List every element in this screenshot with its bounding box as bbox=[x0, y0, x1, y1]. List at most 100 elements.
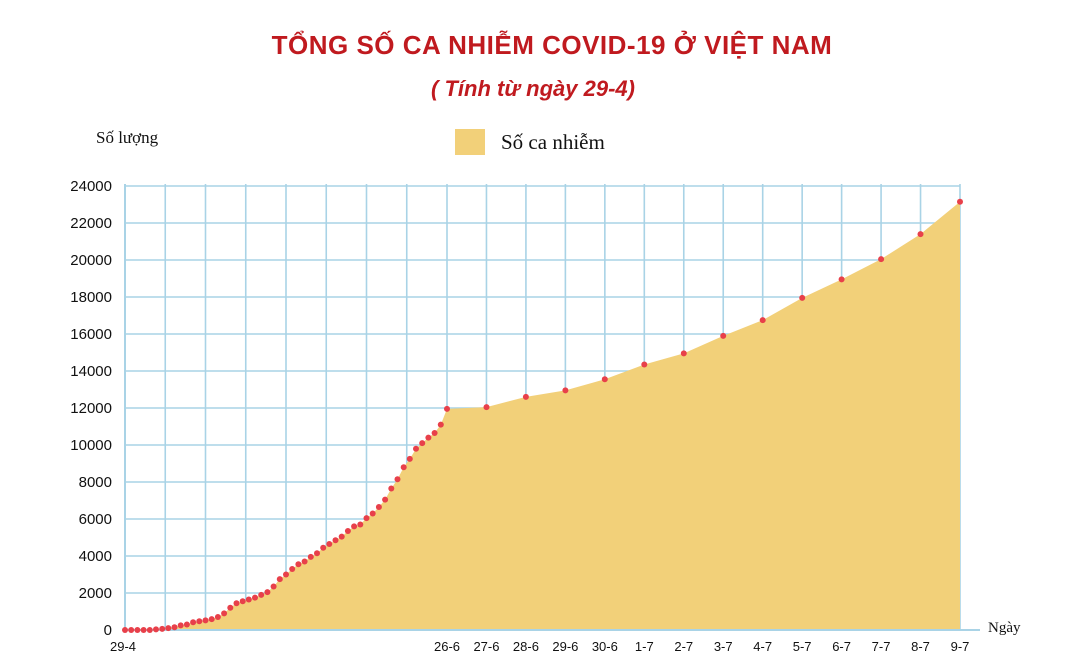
data-point bbox=[437, 421, 444, 428]
y-tick-labels: 0 2000 4000 6000 8000 10000 12000 14000 16000 180… bbox=[70, 178, 112, 639]
x-tick-label: 7-7 bbox=[872, 639, 891, 654]
x-tick-labels: 29-4 26-6 27-6 28-6 29-6 30-6 1-7 2-7 3-7 4-7 5-7 6… bbox=[110, 639, 969, 654]
data-point bbox=[838, 276, 845, 283]
y-tick-label: 2000 bbox=[79, 585, 112, 602]
data-point bbox=[208, 616, 215, 623]
data-point bbox=[227, 604, 234, 611]
data-point bbox=[388, 485, 395, 492]
data-point bbox=[419, 440, 426, 447]
area-layer bbox=[125, 201, 960, 630]
x-tick-label: 27-6 bbox=[473, 639, 499, 654]
data-point bbox=[276, 576, 283, 583]
y-tick-label: 0 bbox=[104, 622, 112, 639]
y-tick-label: 18000 bbox=[70, 289, 112, 306]
data-point bbox=[301, 558, 308, 565]
data-point bbox=[196, 618, 203, 625]
data-point bbox=[338, 533, 345, 540]
data-point bbox=[601, 376, 608, 383]
data-point bbox=[375, 504, 382, 510]
y-tick-label: 4000 bbox=[79, 548, 112, 565]
data-point bbox=[159, 625, 166, 632]
data-point bbox=[153, 626, 159, 633]
x-tick-label: 29-6 bbox=[552, 639, 578, 654]
axes bbox=[124, 184, 980, 631]
y-tick-label: 22000 bbox=[70, 215, 112, 232]
x-tick-label: 26-6 bbox=[434, 639, 460, 654]
x-tick-label: 1-7 bbox=[635, 639, 654, 654]
data-point bbox=[146, 627, 153, 633]
data-point bbox=[444, 405, 450, 412]
data-point bbox=[351, 523, 358, 530]
data-point bbox=[394, 476, 401, 483]
x-tick-label: 6-7 bbox=[832, 639, 851, 654]
data-point bbox=[252, 594, 258, 601]
data-point bbox=[177, 622, 184, 629]
data-point bbox=[562, 387, 569, 394]
x-tick-label: 3-7 bbox=[714, 639, 733, 654]
data-point bbox=[425, 434, 432, 441]
y-tick-label: 8000 bbox=[79, 474, 112, 491]
y-tick-label: 16000 bbox=[70, 326, 112, 343]
data-point bbox=[264, 589, 271, 596]
legend-label: Số ca nhiễm bbox=[501, 129, 605, 154]
data-point bbox=[270, 583, 277, 590]
chart-subtitle: ( Tính từ ngày 29-4) bbox=[431, 76, 635, 101]
x-tick-label: 29-4 bbox=[110, 639, 136, 654]
data-point bbox=[957, 198, 963, 205]
data-point bbox=[183, 621, 190, 628]
x-tick-label: 30-6 bbox=[592, 639, 618, 654]
data-point bbox=[326, 541, 333, 547]
data-point bbox=[295, 561, 302, 568]
data-point bbox=[363, 515, 370, 522]
data-point bbox=[332, 537, 339, 544]
x-tick-label: 9-7 bbox=[951, 639, 970, 654]
data-point bbox=[320, 544, 327, 551]
y-tick-label: 24000 bbox=[70, 178, 112, 195]
x-tick-label: 28-6 bbox=[513, 639, 539, 654]
area-fill bbox=[125, 201, 960, 630]
data-point bbox=[258, 591, 265, 598]
x-axis-label: Ngày bbox=[988, 620, 1021, 636]
x-tick-label: 5-7 bbox=[793, 639, 812, 654]
x-tick-label: 4-7 bbox=[753, 639, 772, 654]
data-point bbox=[483, 404, 490, 411]
data-point bbox=[680, 350, 687, 357]
data-point bbox=[190, 619, 197, 626]
data-point bbox=[406, 455, 413, 462]
data-point bbox=[344, 528, 351, 534]
data-point bbox=[917, 231, 924, 238]
data-point bbox=[382, 496, 389, 503]
data-point bbox=[283, 571, 289, 578]
data-point bbox=[413, 445, 419, 452]
data-point bbox=[369, 510, 376, 517]
data-point bbox=[522, 393, 529, 400]
data-point bbox=[759, 317, 766, 324]
data-point bbox=[641, 361, 648, 368]
data-point bbox=[245, 596, 252, 603]
legend: Số ca nhiễm bbox=[455, 129, 605, 155]
chart-title: TỔNG SỐ CA NHIỄM COVID-19 Ở VIỆT NAM bbox=[271, 30, 833, 60]
data-point bbox=[214, 614, 221, 620]
data-point bbox=[357, 521, 364, 528]
y-axis-label: Số lượng bbox=[96, 128, 159, 147]
y-tick-label: 14000 bbox=[70, 363, 112, 380]
data-point bbox=[140, 627, 147, 633]
data-point bbox=[289, 566, 296, 572]
data-point bbox=[171, 624, 178, 631]
x-tick-label: 2-7 bbox=[674, 639, 693, 654]
data-point bbox=[165, 625, 172, 632]
data-points bbox=[122, 198, 963, 633]
y-tick-label: 6000 bbox=[79, 511, 112, 528]
data-point bbox=[878, 256, 885, 263]
data-point bbox=[134, 627, 141, 633]
data-point bbox=[233, 600, 240, 607]
legend-swatch bbox=[455, 129, 485, 155]
y-tick-label: 10000 bbox=[70, 437, 112, 454]
data-point bbox=[202, 617, 209, 624]
y-tick-label: 12000 bbox=[70, 400, 112, 417]
data-point bbox=[221, 610, 228, 617]
data-point bbox=[239, 598, 246, 605]
y-tick-label: 20000 bbox=[70, 252, 112, 269]
data-point bbox=[314, 550, 320, 557]
